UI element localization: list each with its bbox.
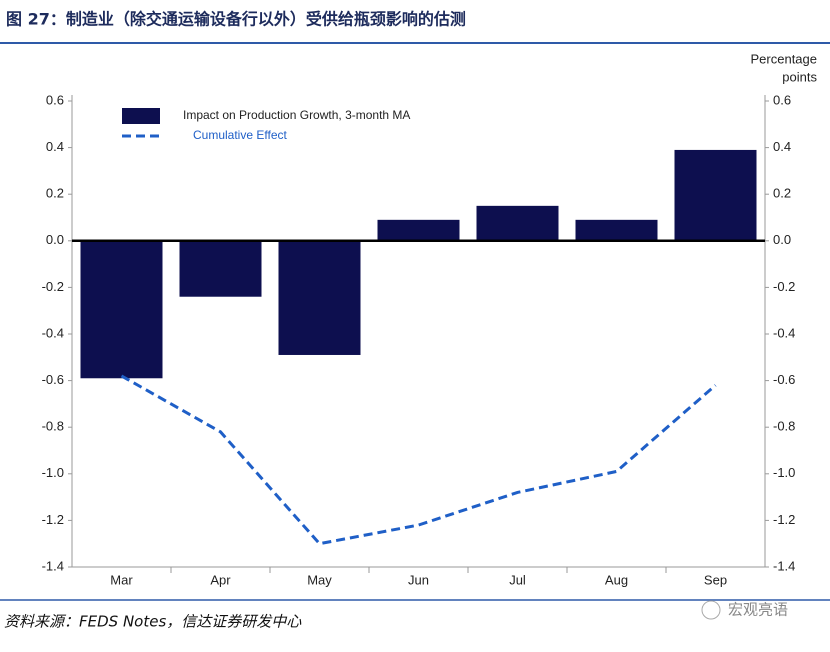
y-tick-label: 0.0 (46, 232, 64, 247)
x-tick-label: Aug (605, 572, 628, 587)
y2-tick-label: -0.8 (773, 419, 795, 434)
y-tick-label: 0.4 (46, 139, 64, 154)
y2-axis-label: points (782, 69, 817, 84)
legend-swatch (122, 108, 160, 124)
bar (80, 240, 163, 379)
y-tick-label: -0.2 (42, 279, 64, 294)
y2-tick-label: -1.2 (773, 512, 795, 527)
y2-tick-label: 0.4 (773, 139, 791, 154)
bar (575, 219, 658, 241)
bar (179, 240, 262, 297)
y2-tick-label: -0.6 (773, 372, 795, 387)
bar (674, 149, 757, 241)
y-tick-label: -1.0 (42, 465, 64, 480)
bar (476, 205, 559, 241)
y-tick-label: -1.2 (42, 512, 64, 527)
legend-label: Cumulative Effect (193, 128, 287, 142)
y-tick-label: -1.4 (42, 558, 64, 573)
y-tick-label: 0.2 (46, 186, 64, 201)
x-tick-label: Mar (110, 572, 133, 587)
legend-label: Impact on Production Growth, 3-month MA (183, 108, 410, 122)
y-tick-label: -0.6 (42, 372, 64, 387)
line (120, 374, 717, 546)
y2-axis-label: Percentage (751, 51, 818, 66)
bar (278, 240, 361, 355)
title: 图 27：制造业（除交通运输设备行以外）受供给瓶颈影响的估测 (6, 10, 466, 29)
y2-tick-label: -0.2 (773, 279, 795, 294)
watermark: 宏观亮语 (728, 601, 788, 619)
y-tick-label: 0.6 (46, 92, 64, 107)
y2-tick-label: 0.6 (773, 92, 791, 107)
source: 资料来源：FEDS Notes，信达证券研发中心 (4, 613, 302, 631)
y2-tick-label: -0.4 (773, 325, 795, 340)
y2-tick-label: -1.4 (773, 558, 795, 573)
bar (377, 219, 460, 241)
y2-tick-label: 0.0 (773, 232, 791, 247)
y2-tick-label: -1.0 (773, 465, 795, 480)
y-tick-label: -0.8 (42, 419, 64, 434)
y2-tick-label: 0.2 (773, 186, 791, 201)
x-tick-label: Apr (210, 572, 231, 587)
y-tick-label: -0.4 (42, 325, 64, 340)
x-tick-label: Jul (509, 572, 526, 587)
x-tick-label: Sep (704, 572, 727, 587)
watermark-icon (701, 600, 721, 620)
x-tick-label: May (307, 572, 332, 587)
x-tick-label: Jun (408, 572, 429, 587)
